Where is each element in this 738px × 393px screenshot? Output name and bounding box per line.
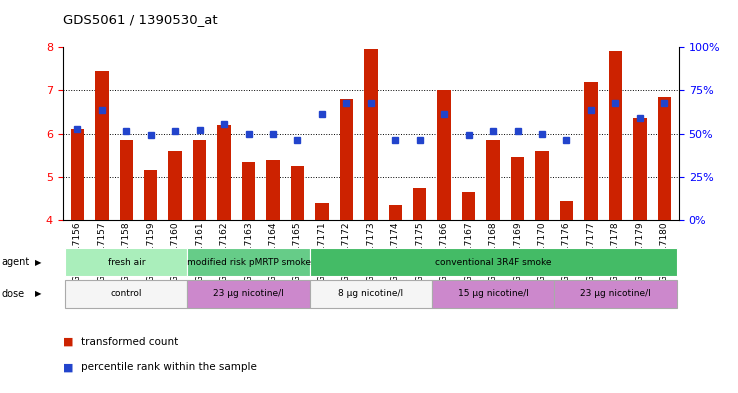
Bar xyxy=(187,248,310,277)
Text: ■: ■ xyxy=(63,337,73,347)
Text: 8 μg nicotine/l: 8 μg nicotine/l xyxy=(338,289,404,298)
Bar xyxy=(310,280,432,308)
Text: ▶: ▶ xyxy=(35,258,42,267)
Bar xyxy=(584,82,598,220)
Bar xyxy=(65,248,187,277)
Bar xyxy=(511,157,524,220)
Text: percentile rank within the sample: percentile rank within the sample xyxy=(81,362,257,373)
Text: ■: ■ xyxy=(63,362,73,373)
Text: GDS5061 / 1390530_at: GDS5061 / 1390530_at xyxy=(63,13,218,26)
Bar xyxy=(486,140,500,220)
Bar xyxy=(310,248,677,277)
Text: modified risk pMRTP smoke: modified risk pMRTP smoke xyxy=(187,258,311,267)
Bar xyxy=(168,151,182,220)
Text: 23 μg nicotine/l: 23 μg nicotine/l xyxy=(213,289,284,298)
Text: transformed count: transformed count xyxy=(81,337,179,347)
Bar xyxy=(266,160,280,220)
Bar xyxy=(559,200,573,220)
Text: control: control xyxy=(111,289,142,298)
Bar xyxy=(65,280,187,308)
Text: ▶: ▶ xyxy=(35,289,42,298)
Bar xyxy=(193,140,207,220)
Bar xyxy=(432,280,554,308)
Bar xyxy=(364,49,378,220)
Bar xyxy=(609,51,622,220)
Bar xyxy=(242,162,255,220)
Bar xyxy=(438,90,451,220)
Bar xyxy=(535,151,549,220)
Text: 23 μg nicotine/l: 23 μg nicotine/l xyxy=(580,289,651,298)
Bar xyxy=(633,119,646,220)
Bar xyxy=(658,97,671,220)
Text: dose: dose xyxy=(1,289,24,299)
Bar xyxy=(218,125,231,220)
Text: fresh air: fresh air xyxy=(108,258,145,267)
Bar xyxy=(187,280,310,308)
Bar xyxy=(144,171,157,220)
Bar xyxy=(339,99,353,220)
Bar xyxy=(120,140,133,220)
Text: agent: agent xyxy=(1,257,30,267)
Bar xyxy=(95,71,108,220)
Bar xyxy=(291,166,304,220)
Bar xyxy=(462,192,475,220)
Text: 15 μg nicotine/l: 15 μg nicotine/l xyxy=(458,289,528,298)
Bar xyxy=(71,129,84,220)
Text: conventional 3R4F smoke: conventional 3R4F smoke xyxy=(435,258,551,267)
Bar xyxy=(554,280,677,308)
Bar xyxy=(413,188,427,220)
Bar xyxy=(315,203,328,220)
Bar xyxy=(389,205,402,220)
